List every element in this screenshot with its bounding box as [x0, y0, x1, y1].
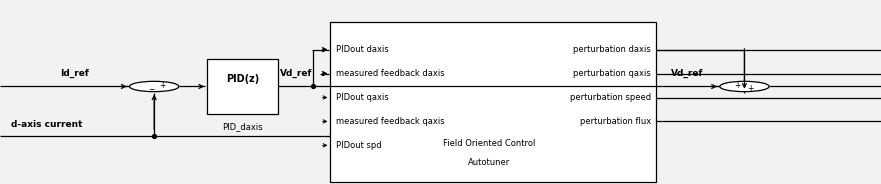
Text: +: + [159, 81, 166, 90]
Text: Autotuner: Autotuner [468, 158, 510, 167]
Bar [330, 22, 656, 182]
Text: perturbation qaxis: perturbation qaxis [574, 69, 651, 78]
Text: PIDout daxis: PIDout daxis [336, 45, 389, 54]
Text: +: + [734, 81, 740, 90]
Bar [207, 59, 278, 114]
Text: d-axis current: d-axis current [11, 120, 82, 129]
Circle shape [130, 81, 179, 92]
Circle shape [720, 81, 769, 92]
Text: PIDout qaxis: PIDout qaxis [336, 93, 389, 102]
Text: PID_daxis: PID_daxis [222, 123, 263, 131]
Text: Id_ref: Id_ref [61, 69, 89, 78]
Text: measured feedback daxis: measured feedback daxis [336, 69, 444, 78]
Text: PID(z): PID(z) [226, 74, 259, 84]
Text: perturbation speed: perturbation speed [570, 93, 651, 102]
Text: PIDout spd: PIDout spd [336, 141, 381, 150]
Text: +: + [747, 84, 754, 93]
Text: Vd_ref: Vd_ref [671, 69, 704, 78]
Text: measured feedback qaxis: measured feedback qaxis [336, 117, 444, 126]
Text: perturbation flux: perturbation flux [580, 117, 651, 126]
Text: Field Oriented Control: Field Oriented Control [443, 139, 535, 148]
Text: Vd_ref: Vd_ref [280, 69, 313, 78]
Text: perturbation daxis: perturbation daxis [574, 45, 651, 54]
Text: −: − [149, 85, 155, 94]
